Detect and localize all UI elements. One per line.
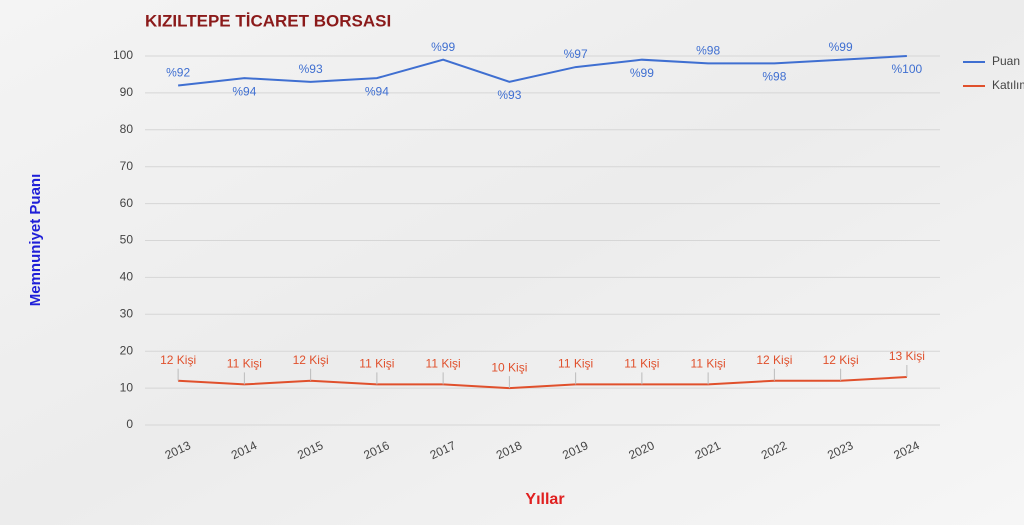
data-label: 13 Kişi	[889, 349, 925, 363]
data-label: %99	[829, 40, 853, 54]
data-label: 12 Kişi	[823, 353, 859, 367]
series-line	[178, 55, 907, 87]
y-tick-label: 90	[120, 85, 134, 99]
y-tick-label: 60	[120, 196, 134, 210]
data-label: 11 Kişi	[624, 357, 659, 371]
data-label: %99	[431, 40, 455, 54]
data-label: %97	[564, 47, 588, 61]
data-label: 11 Kişi	[691, 357, 726, 371]
y-tick-label: 10	[120, 380, 134, 394]
legend-label: Katılım	[992, 78, 1024, 92]
data-label: 11 Kişi	[558, 357, 593, 371]
data-label: %99	[630, 66, 654, 80]
y-tick-label: 70	[120, 159, 134, 173]
data-label: 10 Kişi	[491, 360, 527, 374]
data-label: %94	[365, 84, 389, 98]
y-tick-label: 80	[120, 122, 134, 136]
y-tick-label: 0	[126, 417, 133, 431]
data-label: 11 Kişi	[359, 357, 394, 371]
data-label: 11 Kişi	[227, 357, 262, 371]
data-label: %92	[166, 66, 190, 80]
data-label: %94	[232, 84, 256, 98]
data-label: 12 Kişi	[756, 353, 792, 367]
legend-label: Puan	[992, 54, 1020, 68]
data-label: %98	[762, 70, 786, 84]
y-tick-label: 30	[120, 306, 134, 320]
y-tick-label: 100	[113, 48, 133, 62]
data-label: %93	[497, 88, 521, 102]
data-label: %93	[299, 62, 323, 76]
y-tick-label: 20	[120, 343, 134, 357]
data-label: 12 Kişi	[160, 353, 196, 367]
data-label: %100	[892, 62, 923, 76]
y-tick-label: 40	[120, 270, 134, 284]
data-label: 11 Kişi	[426, 357, 461, 371]
chart-title: KIZILTEPE TİCARET BORSASI	[145, 11, 391, 30]
x-axis-label: Yıllar	[525, 491, 564, 508]
data-label: 12 Kişi	[293, 353, 329, 367]
y-axis-label: Memnuniyet Puanı	[27, 174, 44, 307]
y-tick-label: 50	[120, 233, 134, 247]
data-label: %98	[696, 44, 720, 58]
series-line	[178, 376, 907, 390]
